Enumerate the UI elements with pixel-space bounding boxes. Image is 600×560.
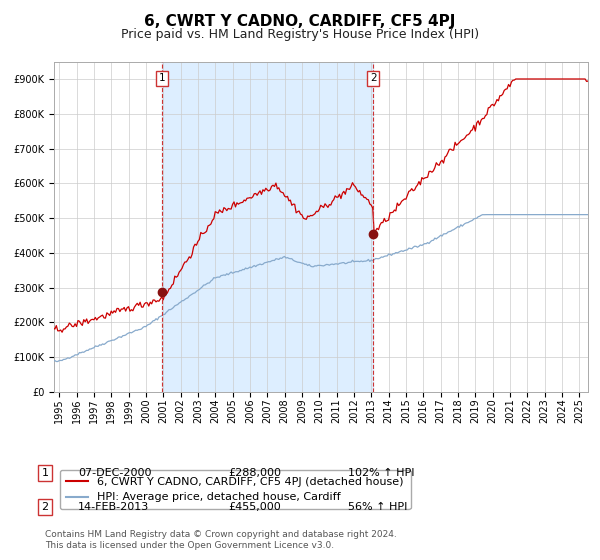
- Text: Contains HM Land Registry data © Crown copyright and database right 2024.: Contains HM Land Registry data © Crown c…: [45, 530, 397, 539]
- Text: £455,000: £455,000: [228, 502, 281, 512]
- Text: £288,000: £288,000: [228, 468, 281, 478]
- Text: 1: 1: [41, 468, 49, 478]
- Text: This data is licensed under the Open Government Licence v3.0.: This data is licensed under the Open Gov…: [45, 541, 334, 550]
- Text: 102% ↑ HPI: 102% ↑ HPI: [348, 468, 415, 478]
- Text: 2: 2: [370, 73, 377, 83]
- Text: Price paid vs. HM Land Registry's House Price Index (HPI): Price paid vs. HM Land Registry's House …: [121, 28, 479, 41]
- Text: 07-DEC-2000: 07-DEC-2000: [78, 468, 151, 478]
- Text: 2: 2: [41, 502, 49, 512]
- Bar: [162, 62, 373, 392]
- Text: 6, CWRT Y CADNO, CARDIFF, CF5 4PJ: 6, CWRT Y CADNO, CARDIFF, CF5 4PJ: [145, 14, 455, 29]
- Legend: 6, CWRT Y CADNO, CARDIFF, CF5 4PJ (detached house), HPI: Average price, detached: 6, CWRT Y CADNO, CARDIFF, CF5 4PJ (detac…: [59, 470, 410, 509]
- Text: 14-FEB-2013: 14-FEB-2013: [78, 502, 149, 512]
- Text: 56% ↑ HPI: 56% ↑ HPI: [348, 502, 407, 512]
- Text: 1: 1: [158, 73, 165, 83]
